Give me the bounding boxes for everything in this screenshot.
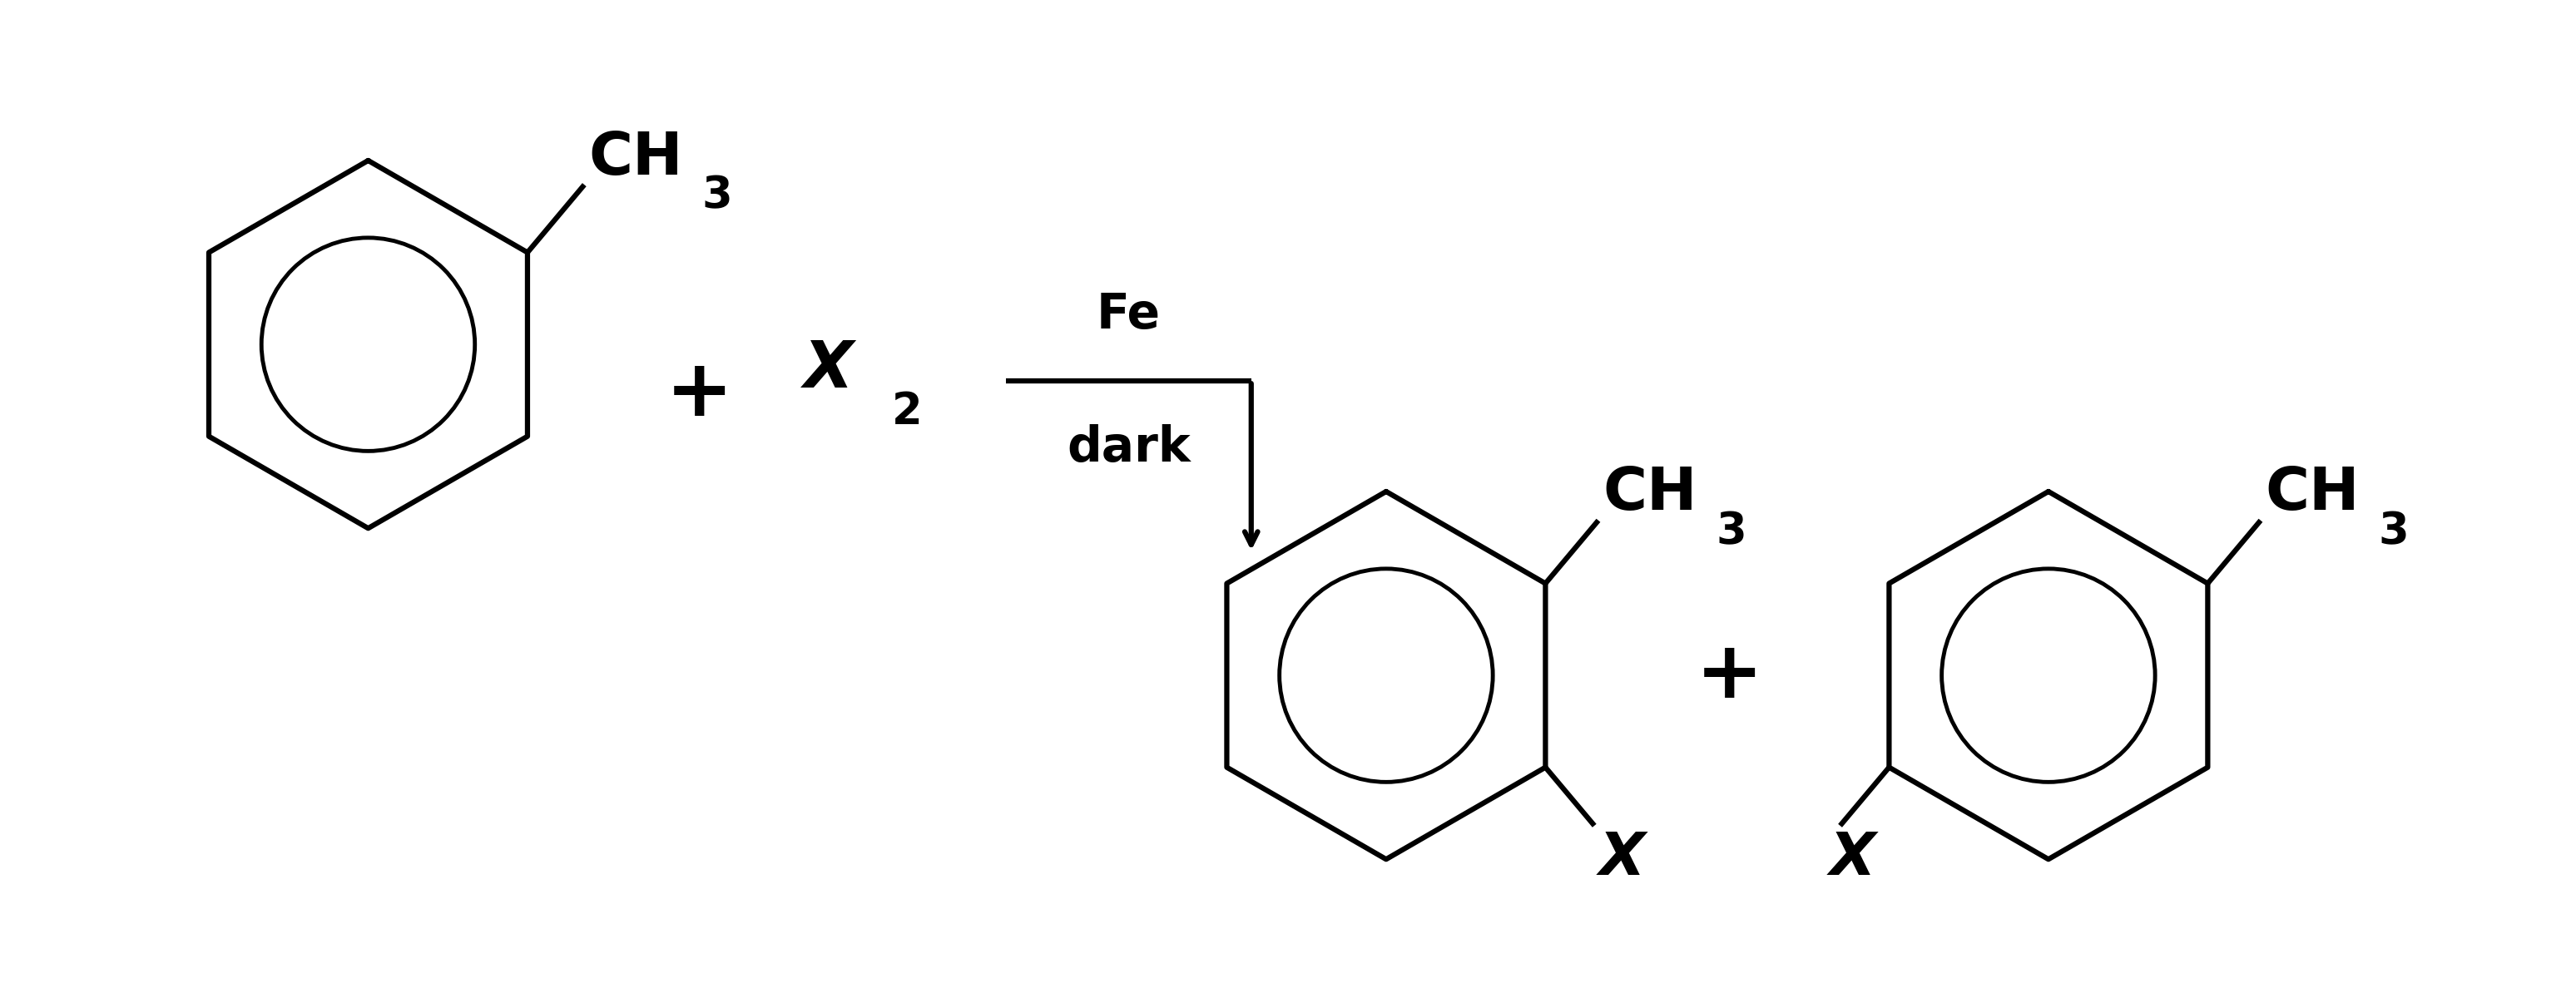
Text: +: + (1695, 637, 1765, 714)
Text: X: X (1829, 830, 1875, 888)
Text: 3: 3 (701, 174, 732, 217)
Text: Fe: Fe (1097, 291, 1162, 338)
Text: CH: CH (2264, 465, 2360, 522)
Text: CH: CH (1602, 465, 1698, 522)
Text: X: X (804, 337, 853, 400)
Text: 3: 3 (1716, 510, 1747, 553)
Text: +: + (665, 355, 734, 433)
Text: 2: 2 (891, 390, 922, 434)
Text: CH: CH (590, 130, 683, 187)
Text: dark: dark (1066, 424, 1190, 472)
Text: X: X (1600, 830, 1646, 888)
Text: 3: 3 (2378, 510, 2409, 553)
